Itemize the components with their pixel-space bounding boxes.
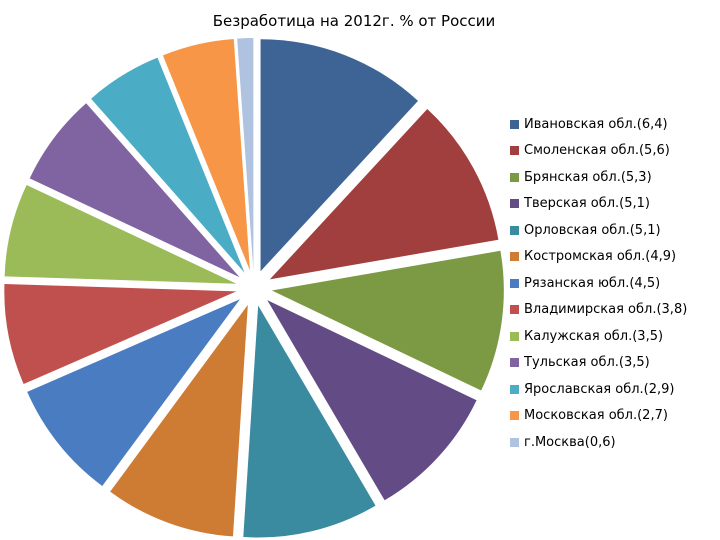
legend-swatch [510,411,519,421]
legend-label: Калужская обл.(3,5) [524,328,664,344]
legend-label: Рязанская юбл.(4,5) [524,275,661,291]
pie-slice-6 [27,299,240,486]
legend-label: Брянская обл.(5,3) [524,169,652,185]
legend-swatch [510,225,519,235]
pie-slice-8 [4,184,237,284]
pie-slice-7 [4,283,237,385]
legend-swatch [510,252,519,262]
legend-swatch [510,146,519,156]
pie-slice-5 [110,304,248,537]
legend-label: Ивановская обл.(6,4) [524,116,668,132]
legend-swatch [510,278,519,288]
legend-item: Калужская обл.(3,5) [510,323,687,350]
legend-swatch [510,331,519,341]
legend-item: Костромская обл.(4,9) [510,244,687,271]
pie-slice-1 [269,109,499,280]
legend-label: Тверская обл.(5,1) [524,196,651,212]
pie-slice-4 [243,305,376,538]
pie-slice-10 [91,57,245,273]
legend-label: Тульская обл.(3,5) [524,355,650,371]
legend-swatch [510,305,519,315]
legend-swatch [510,172,519,182]
legend-item: Брянская обл.(5,3) [510,164,687,191]
pie-slice-9 [29,103,240,278]
legend-swatch [510,384,519,394]
legend-item: Орловская обл.(5,1) [510,217,687,244]
chart-legend: Ивановская обл.(6,4) Смоленская обл.(5,6)… [510,111,687,456]
legend-item: Ярославская обл.(2,9) [510,376,687,403]
legend-swatch [510,119,519,129]
legend-label: Смоленская обл.(5,6) [524,143,670,159]
pie-slice-3 [267,300,477,501]
legend-item: г.Москва(0,6) [510,429,687,456]
chart-title: Безработица на 2012г. % от России [212,12,496,30]
legend-label: Московская обл.(2,7) [524,408,668,424]
legend-label: г.Москва(0,6) [524,434,616,450]
pie-slice-0 [260,39,419,272]
legend-item: Владимирская обл.(3,8) [510,297,687,324]
legend-swatch [510,358,519,368]
legend-label: Ярославская обл.(2,9) [524,381,675,397]
pie-slice-12 [237,38,254,271]
pie-slice-11 [162,39,250,271]
legend-label: Владимирская обл.(3,8) [524,302,688,318]
legend-label: Орловская обл.(5,1) [524,222,661,238]
legend-item: Московская обл.(2,7) [510,403,687,430]
legend-item: Тульская обл.(3,5) [510,350,687,377]
legend-swatch [510,437,519,447]
legend-item: Ивановская обл.(6,4) [510,111,687,138]
pie-slice-2 [271,250,504,391]
legend-item: Смоленская обл.(5,6) [510,138,687,165]
legend-item: Рязанская юбл.(4,5) [510,270,687,297]
legend-label: Костромская обл.(4,9) [524,249,677,265]
legend-item: Тверская обл.(5,1) [510,191,687,218]
legend-swatch [510,199,519,209]
